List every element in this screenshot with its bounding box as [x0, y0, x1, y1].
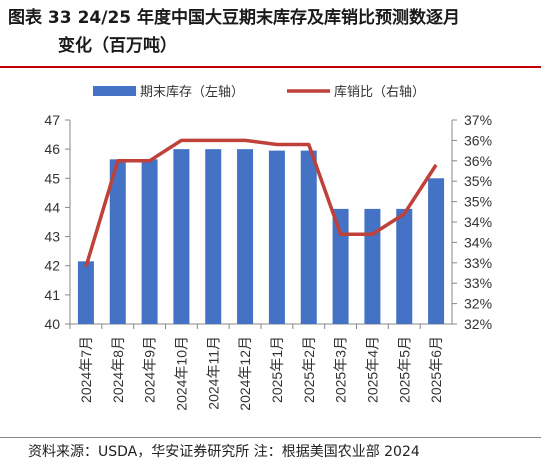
- x-tick-label: 2024年10月: [173, 336, 189, 411]
- right-tick-label: 35%: [464, 194, 492, 210]
- left-tick-label: 45: [44, 170, 60, 186]
- right-tick-label: 36%: [464, 153, 492, 169]
- left-tick-label: 42: [44, 258, 60, 274]
- left-tick-label: 41: [44, 287, 60, 303]
- right-tick-label: 35%: [464, 173, 492, 189]
- bar-stock: [237, 149, 254, 324]
- bar-stock: [109, 159, 126, 324]
- legend-swatch-bar: [93, 86, 136, 96]
- x-tick-label: 2024年9月: [142, 336, 158, 403]
- bar-stock: [205, 149, 222, 324]
- right-tick-label: 32%: [464, 296, 492, 312]
- combo-chart: 40 41 42 43 44 45 46 47 32% 32% 33% 33% 34% 34% 35% 35%…: [44, 84, 492, 411]
- bar-stock: [332, 208, 349, 324]
- bar-stock: [428, 178, 445, 324]
- x-tick-label: 2025年5月: [396, 336, 412, 403]
- bar-stock: [396, 208, 413, 324]
- x-tick-label: 2024年11月: [205, 336, 221, 410]
- bar-stock: [300, 150, 317, 324]
- legend-label-line: 库销比（右轴）: [334, 84, 425, 100]
- line-stock-to-use: [84, 138, 438, 268]
- bar-stock: [268, 150, 285, 324]
- source-divider: [0, 437, 541, 438]
- right-tick-label: 33%: [464, 275, 492, 291]
- bar-stock: [77, 261, 94, 324]
- title-divider: [0, 66, 541, 68]
- x-tick-label: 2024年8月: [110, 336, 126, 403]
- right-tick-label: 36%: [464, 132, 492, 148]
- right-tick-label: 32%: [464, 316, 492, 332]
- x-tick-label: 2025年3月: [333, 336, 349, 403]
- x-tick-label: 2024年7月: [78, 336, 94, 403]
- left-tick-label: 47: [44, 112, 60, 128]
- bar-stock: [364, 208, 381, 324]
- legend-label-bar: 期末库存（左轴）: [140, 84, 244, 100]
- source-note: 资料来源：USDA，华安证券研究所 注：根据美国农业部 2024: [28, 444, 420, 460]
- x-tick-label: 2025年4月: [364, 336, 380, 403]
- left-tick-label: 40: [44, 316, 60, 332]
- right-tick-label: 34%: [464, 234, 492, 250]
- chart-title: 图表 33 24/25 年度中国大豆期末库存及库销比预测数逐月 变化（百万吨）: [8, 4, 533, 60]
- figure-number: 图表 33: [8, 8, 72, 28]
- title-line-2: 变化（百万吨）: [58, 36, 177, 56]
- right-tick-label: 33%: [464, 255, 492, 271]
- x-tick-label: 2025年2月: [301, 336, 317, 403]
- left-tick-label: 46: [44, 141, 60, 157]
- bar-stock: [141, 159, 158, 324]
- x-tick-label: 2025年6月: [428, 336, 444, 403]
- left-tick-label: 44: [44, 199, 60, 215]
- x-tick-label: 2024年12月: [237, 336, 253, 411]
- title-line-1: 24/25 年度中国大豆期末库存及库销比预测数逐月: [77, 8, 461, 28]
- bar-stock: [173, 149, 190, 324]
- x-tick-label: 2025年1月: [269, 336, 285, 403]
- right-tick-label: 34%: [464, 214, 492, 230]
- left-tick-label: 43: [44, 229, 60, 245]
- right-tick-label: 37%: [464, 112, 492, 128]
